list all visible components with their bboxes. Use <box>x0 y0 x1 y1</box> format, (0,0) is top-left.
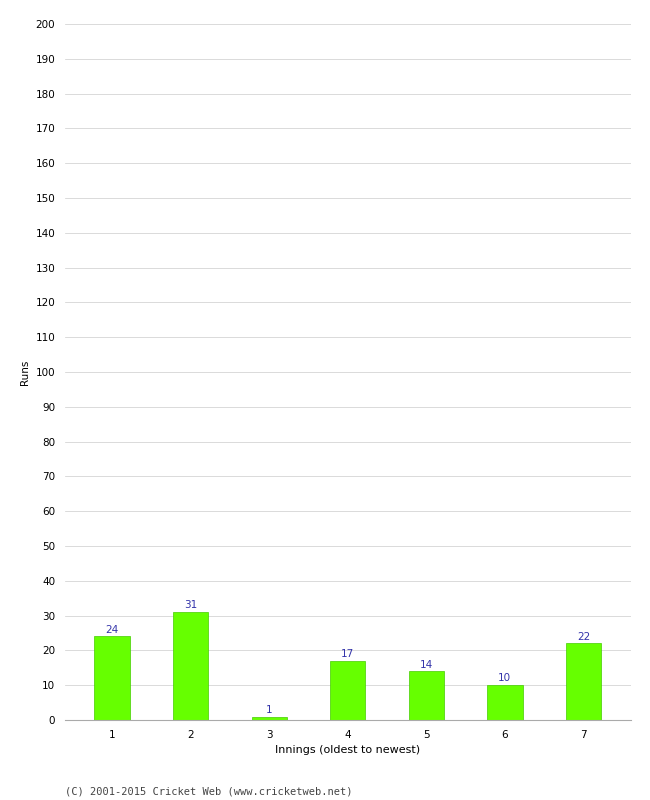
Text: 24: 24 <box>105 625 119 634</box>
Bar <box>409 671 444 720</box>
Bar <box>566 643 601 720</box>
Text: 22: 22 <box>577 632 590 642</box>
Y-axis label: Runs: Runs <box>20 359 30 385</box>
Text: 1: 1 <box>266 705 272 714</box>
Bar <box>173 612 209 720</box>
Text: 10: 10 <box>499 674 512 683</box>
Text: 17: 17 <box>341 649 354 659</box>
Text: 31: 31 <box>184 600 198 610</box>
Text: (C) 2001-2015 Cricket Web (www.cricketweb.net): (C) 2001-2015 Cricket Web (www.cricketwe… <box>65 786 352 796</box>
Bar <box>252 717 287 720</box>
Bar <box>487 685 523 720</box>
X-axis label: Innings (oldest to newest): Innings (oldest to newest) <box>275 746 421 755</box>
Text: 14: 14 <box>420 659 433 670</box>
Bar <box>330 661 365 720</box>
Bar <box>94 637 130 720</box>
